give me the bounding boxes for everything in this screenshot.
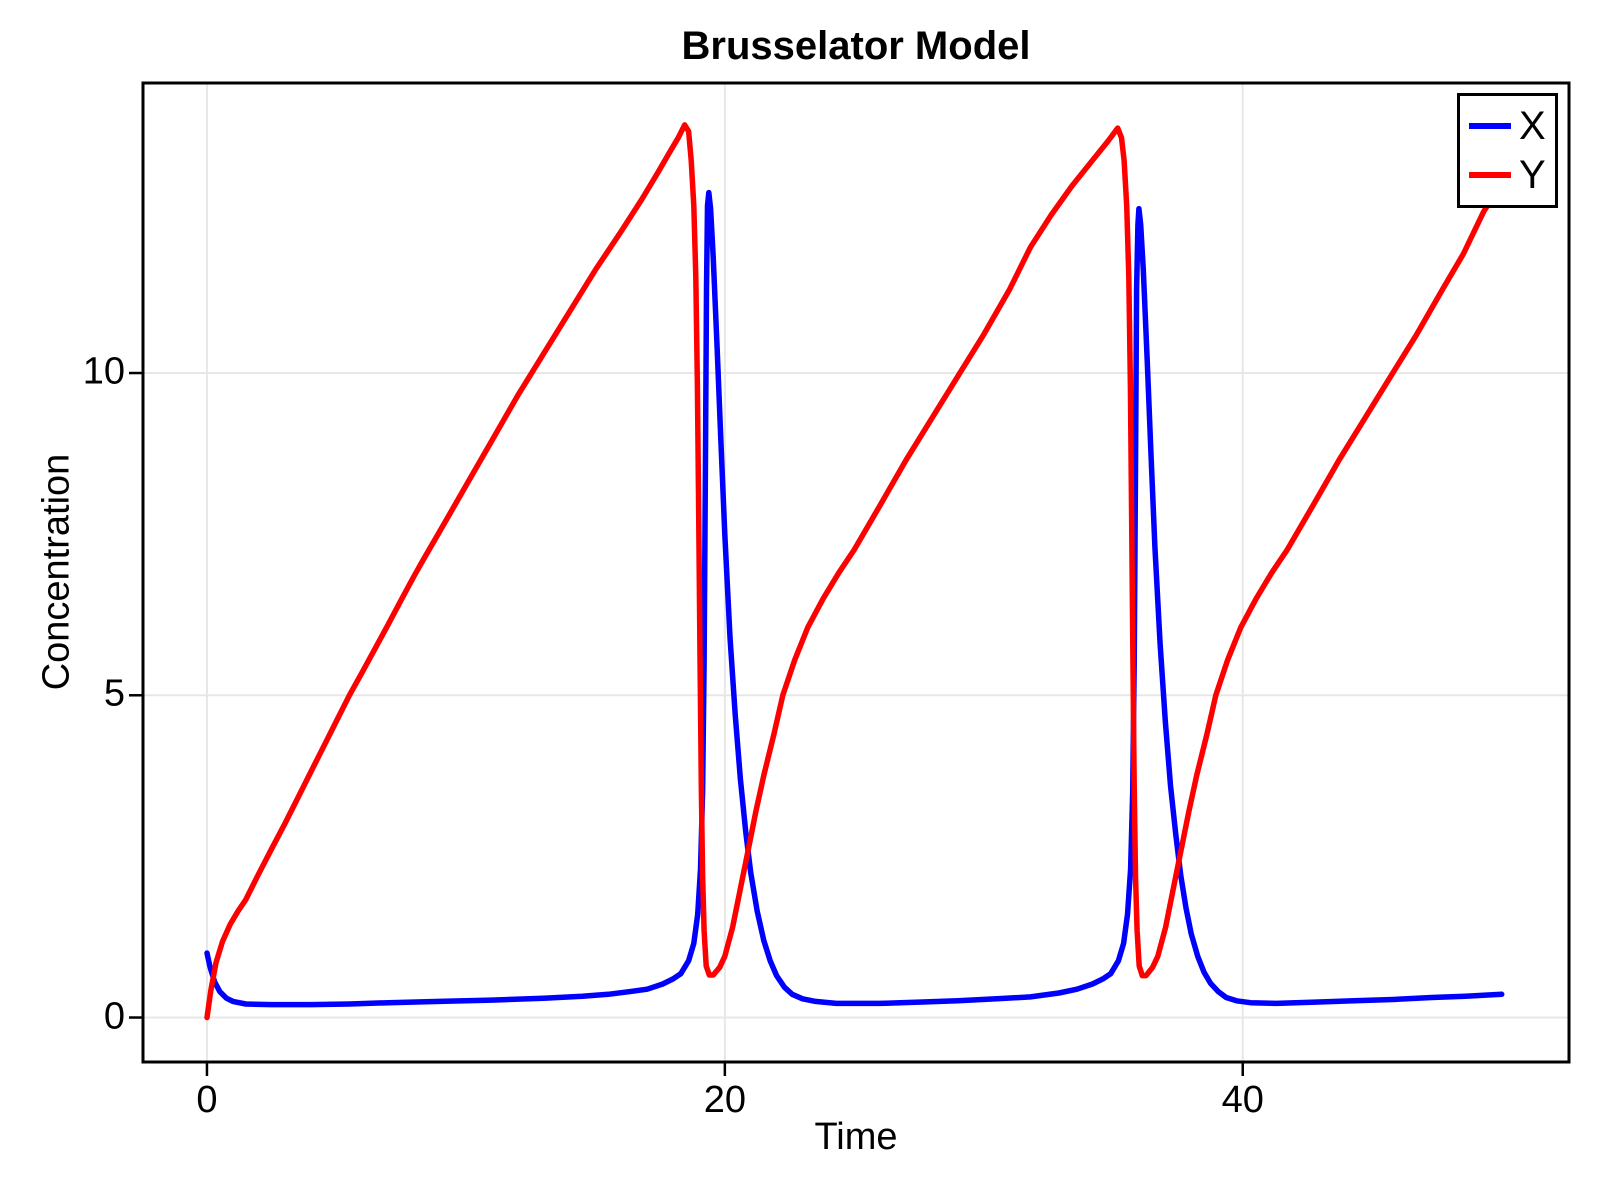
chart-title: Brusselator Model <box>681 24 1031 68</box>
x-tick-label: 20 <box>703 1079 746 1121</box>
legend-label-y: Y <box>1519 153 1546 198</box>
x-tick-label: 40 <box>1221 1079 1264 1121</box>
y-tick-label: 5 <box>103 672 125 715</box>
legend-entry-y: Y <box>1460 155 1555 195</box>
x-axis-label: Time <box>814 1116 898 1158</box>
y-tick-label: 0 <box>103 995 125 1038</box>
legend-label-x: X <box>1519 103 1546 148</box>
legend-swatch-y-line <box>1469 172 1511 179</box>
y-tick-label: 10 <box>82 350 125 393</box>
x-tick-label: 0 <box>196 1079 218 1121</box>
legend: X Y <box>1457 93 1558 208</box>
series-x-line <box>204 189 1505 1008</box>
series-y-line <box>204 122 1505 1021</box>
y-axis-label: Concentration <box>35 453 78 691</box>
plot-frame <box>141 81 1571 1064</box>
legend-entry-x: X <box>1460 106 1555 146</box>
legend-swatch-x-line <box>1469 122 1511 129</box>
